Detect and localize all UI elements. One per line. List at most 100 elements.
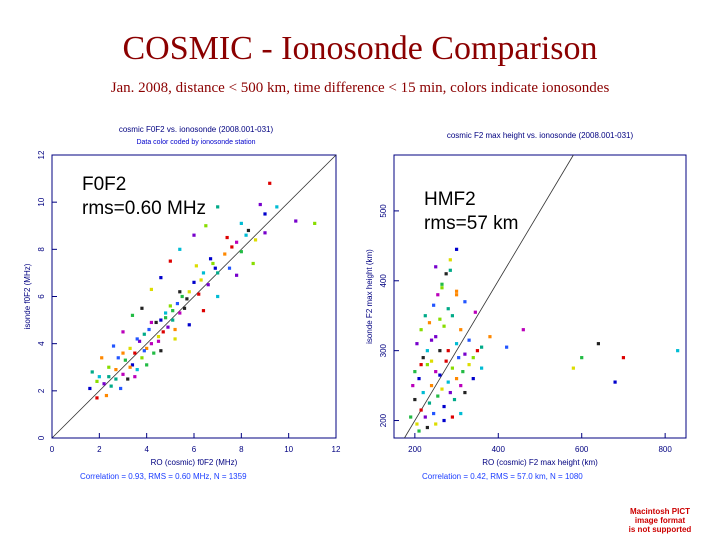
data-point xyxy=(505,345,509,349)
data-point xyxy=(178,311,182,315)
data-point xyxy=(434,335,438,339)
data-point xyxy=(473,310,477,314)
data-point xyxy=(409,415,413,419)
y-tick-label: 0 xyxy=(37,435,46,440)
data-point xyxy=(135,337,139,341)
data-point xyxy=(450,415,454,419)
data-point xyxy=(159,276,163,280)
x-tick-label: 800 xyxy=(658,445,672,454)
data-point xyxy=(201,309,206,313)
data-point xyxy=(192,280,196,284)
data-point xyxy=(446,349,450,353)
data-point xyxy=(423,415,427,419)
data-point xyxy=(434,422,438,426)
data-point xyxy=(457,356,461,360)
data-point xyxy=(116,356,120,360)
reference-line xyxy=(404,154,574,439)
data-point xyxy=(444,272,448,276)
data-point xyxy=(432,411,436,416)
data-point xyxy=(452,397,457,402)
data-point xyxy=(676,349,680,353)
y-axis-label: isonde f0F2 (MHz) xyxy=(23,263,32,329)
data-point xyxy=(419,408,423,412)
y-tick-label: 8 xyxy=(37,247,46,252)
data-point xyxy=(164,311,168,315)
x-axis-label: RO (cosmic) f0F2 (MHz) xyxy=(151,458,238,467)
pict-notice-line: is not supported xyxy=(629,525,692,534)
data-point xyxy=(142,349,146,353)
data-point xyxy=(294,219,298,223)
data-point xyxy=(471,356,475,360)
data-point xyxy=(436,293,440,297)
y-tick-label: 200 xyxy=(379,413,388,427)
x-tick-label: 400 xyxy=(492,445,506,454)
data-point xyxy=(413,370,417,374)
y-tick-label: 4 xyxy=(37,341,46,346)
data-point xyxy=(463,352,467,356)
chart-annotation-name: HMF2 xyxy=(424,189,476,210)
data-point xyxy=(216,205,220,209)
data-point xyxy=(454,342,459,346)
data-point xyxy=(211,261,215,266)
data-point xyxy=(227,266,232,270)
data-point xyxy=(95,379,99,383)
data-point xyxy=(88,386,92,391)
data-point xyxy=(421,390,425,395)
data-point xyxy=(213,266,217,270)
data-point xyxy=(442,404,446,409)
data-point xyxy=(171,318,175,322)
data-point xyxy=(201,271,206,275)
data-point xyxy=(206,283,210,287)
x-tick-label: 12 xyxy=(332,445,341,454)
data-point xyxy=(102,382,106,386)
data-point xyxy=(596,342,600,346)
data-point xyxy=(419,363,423,367)
data-point xyxy=(121,330,125,334)
data-point xyxy=(114,368,118,372)
data-point xyxy=(164,316,168,320)
data-point xyxy=(235,240,239,244)
data-point xyxy=(448,268,452,272)
data-point xyxy=(463,300,467,304)
y-tick-label: 500 xyxy=(379,204,388,218)
data-point xyxy=(429,359,434,363)
data-point xyxy=(156,334,161,339)
data-point xyxy=(417,429,421,433)
data-point xyxy=(168,304,172,308)
data-point xyxy=(463,390,467,395)
data-point xyxy=(159,349,163,353)
chart-title: cosmic F0F2 vs. ionosonde (2008.001-031) xyxy=(119,125,274,134)
data-point xyxy=(187,323,191,327)
data-point xyxy=(147,327,151,332)
pict-notice-line: image format xyxy=(635,516,686,525)
data-point xyxy=(425,425,429,430)
data-point xyxy=(178,290,182,294)
data-point xyxy=(440,387,444,391)
x-tick-label: 2 xyxy=(97,445,102,454)
data-point xyxy=(459,383,463,388)
data-point xyxy=(119,386,123,391)
data-point xyxy=(571,366,575,370)
data-point xyxy=(432,303,436,307)
y-tick-label: 6 xyxy=(37,294,46,299)
data-point xyxy=(192,233,196,237)
data-point xyxy=(239,250,243,254)
data-point xyxy=(454,377,459,381)
data-point xyxy=(107,365,111,369)
data-point xyxy=(263,212,267,216)
reference-line xyxy=(51,154,337,439)
data-point xyxy=(425,363,429,367)
data-point xyxy=(263,231,267,235)
data-point xyxy=(199,278,203,282)
data-point xyxy=(145,346,149,350)
data-point xyxy=(448,390,452,395)
x-tick-label: 8 xyxy=(239,445,244,454)
data-point xyxy=(459,328,463,332)
data-point xyxy=(448,258,452,262)
hmf2-scatter-chart: cosmic F2 max height vs. ionosonde (2008… xyxy=(365,131,687,481)
data-point xyxy=(161,330,165,334)
data-point xyxy=(149,342,153,346)
data-point xyxy=(149,320,153,325)
